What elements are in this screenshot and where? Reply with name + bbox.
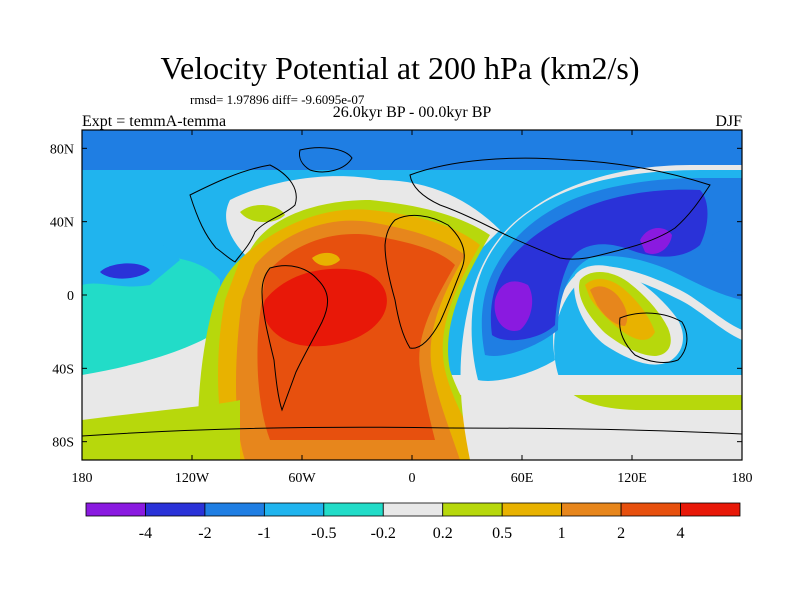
chart-title: Velocity Potential at 200 hPa (km2/s) (160, 50, 640, 86)
x-tick-label: 120E (617, 471, 647, 486)
x-tick-label: 180 (732, 471, 753, 486)
colorbar-label: 1 (558, 525, 566, 542)
y-tick-label: 80N (50, 142, 74, 157)
colorbar-swatch (85, 502, 146, 517)
colorbar-label: -1 (258, 525, 271, 542)
colorbar-swatch (145, 502, 206, 517)
colorbar-swatch (680, 502, 741, 517)
y-tick-label: 40N (50, 216, 74, 231)
y-tick-label: 80S (52, 436, 74, 451)
stats-label: rmsd= 1.97896 diff= -9.6095e-07 (190, 92, 365, 107)
colorbar-swatch (263, 502, 325, 517)
x-tick-label: 180 (72, 471, 93, 486)
colorbar: -4 -2 -1 -0.5 -0.2 0.2 0.5 1 2 4 (85, 502, 741, 542)
season-label: DJF (715, 113, 742, 130)
y-tick-label: 0 (67, 289, 74, 304)
colorbar-label: 4 (677, 525, 685, 542)
experiment-label: Expt = temmA-temma (82, 113, 227, 130)
x-tick-label: 0 (409, 471, 416, 486)
colorbar-label: -0.2 (371, 525, 396, 542)
colorbar-label: 2 (617, 525, 625, 542)
contour-fill (82, 130, 742, 460)
colorbar-label: -4 (139, 525, 152, 542)
axis-ticks: 180 120W 60W 0 60E 120E 180 80N 40N 0 40S 80S (50, 130, 753, 486)
colorbar-label: -2 (198, 525, 211, 542)
colorbar-swatch (382, 502, 444, 517)
colorbar-swatch (442, 502, 503, 517)
colorbar-swatch (204, 502, 265, 517)
colorbar-label: -0.5 (311, 525, 336, 542)
coastlines (82, 147, 742, 437)
colorbar-swatch (620, 502, 681, 517)
colorbar-swatch (501, 502, 563, 517)
colorbar-swatch (323, 502, 384, 517)
y-tick-label: 40S (52, 362, 74, 377)
colorbar-swatch (561, 502, 622, 517)
x-tick-label: 120W (175, 471, 210, 486)
colorbar-label: 0.5 (492, 525, 512, 542)
x-tick-label: 60E (511, 471, 534, 486)
x-tick-label: 60W (288, 471, 316, 486)
chart-subtitle: 26.0kyr BP - 00.0kyr BP (332, 104, 492, 121)
colorbar-label: 0.2 (433, 525, 453, 542)
